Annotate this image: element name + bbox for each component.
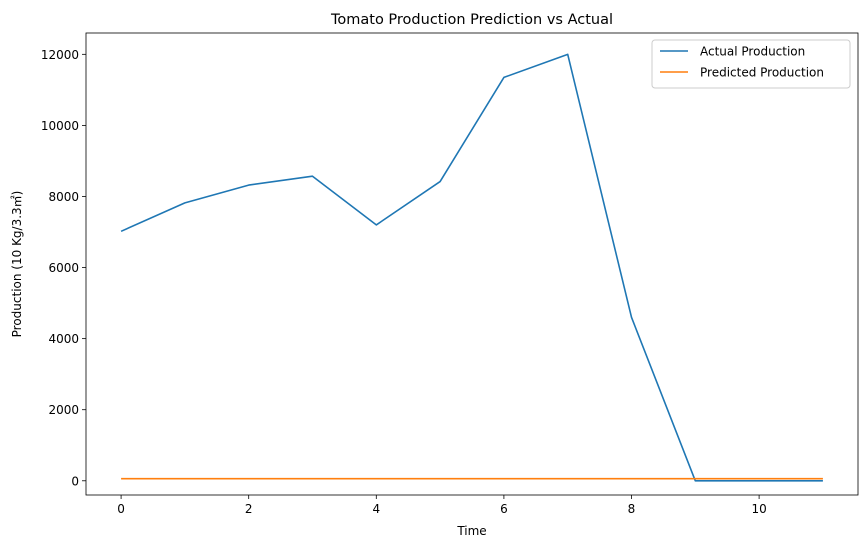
series-layer <box>120 53 823 482</box>
x-tick-label: 6 <box>500 502 508 516</box>
series-line-actual <box>120 53 823 482</box>
y-tick-label: 10000 <box>41 119 79 133</box>
x-tick-label: 2 <box>245 502 253 516</box>
legend-label: Actual Production <box>700 45 805 59</box>
x-axis: 0 2 4 6 8 10 <box>117 495 767 516</box>
y-tick-label: 0 <box>71 474 79 488</box>
x-tick-label: 10 <box>751 502 766 516</box>
x-tick-label: 0 <box>117 502 125 516</box>
y-tick-label: 12000 <box>41 48 79 62</box>
plot-frame <box>85 32 859 496</box>
x-tick-label: 4 <box>372 502 380 516</box>
y-tick-label: 8000 <box>48 190 79 204</box>
legend-label: Predicted Production <box>700 66 824 80</box>
x-tick-label: 8 <box>628 502 636 516</box>
y-axis: 0 2000 4000 6000 8000 10000 12000 <box>41 48 86 488</box>
y-tick-label: 2000 <box>48 403 79 417</box>
x-axis-title: Time <box>456 524 486 538</box>
y-tick-label: 6000 <box>48 261 79 275</box>
legend: Actual Production Predicted Production <box>651 39 851 89</box>
legend-box <box>651 39 851 89</box>
y-axis-title: Production (10 Kg/3.3㎡) <box>10 191 24 338</box>
y-tick-label: 4000 <box>48 332 79 346</box>
chart-title: Tomato Production Prediction vs Actual <box>330 12 613 28</box>
